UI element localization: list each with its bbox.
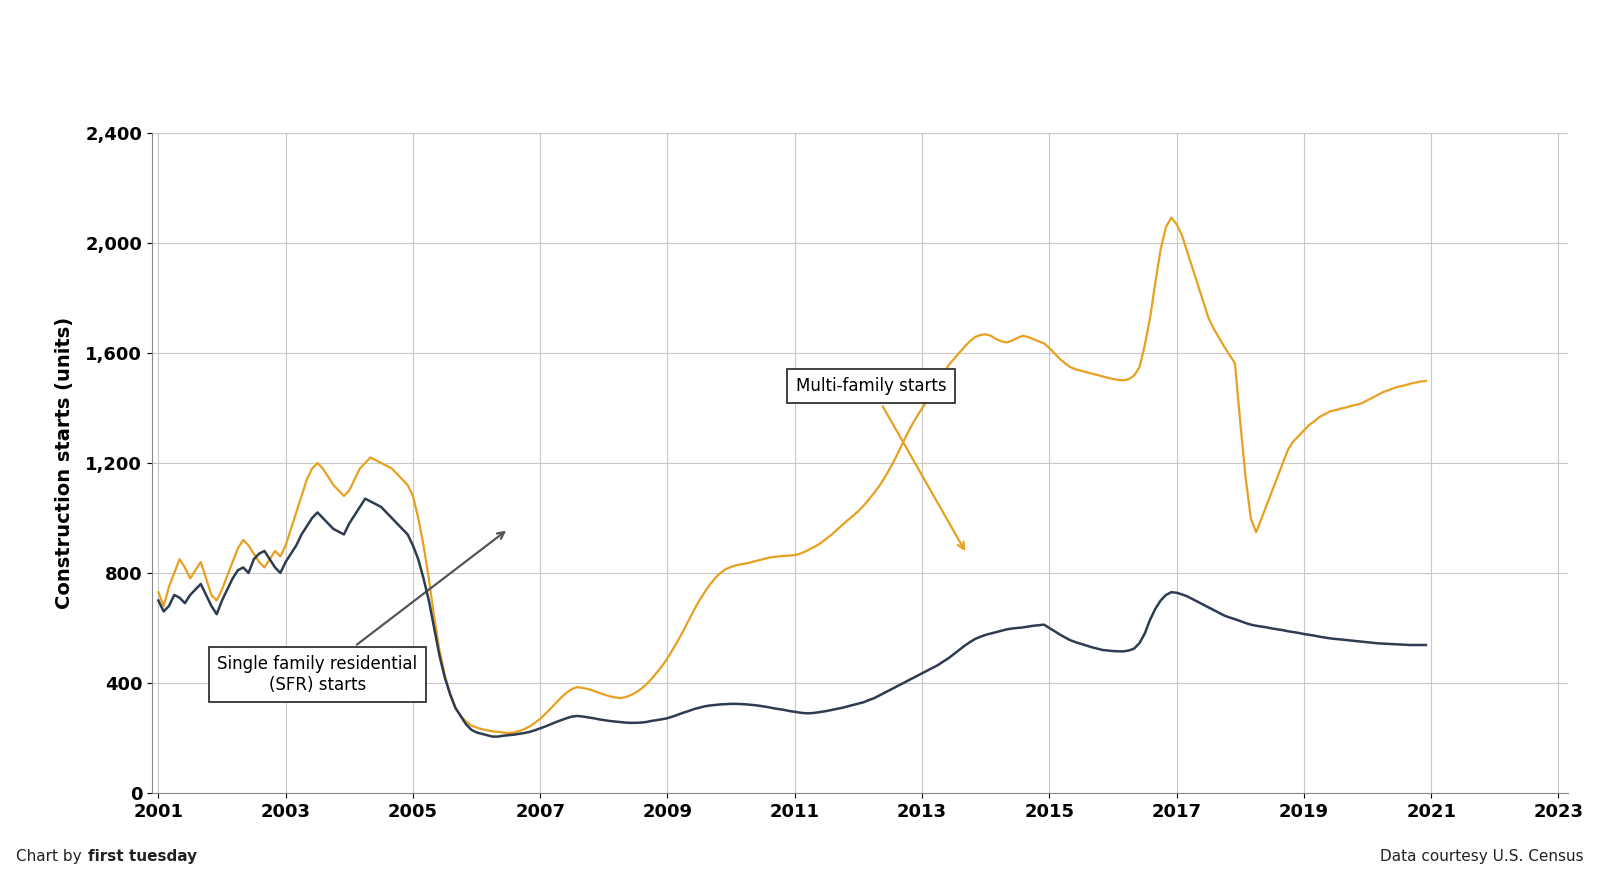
Text: Chart by: Chart by [16,849,86,864]
Text: Multi-family starts: Multi-family starts [795,377,963,549]
Text: Los Angeles County Monthly Construction Starts: Los Angeles County Monthly Construction … [269,27,1331,65]
Text: Single family residential
(SFR) starts: Single family residential (SFR) starts [218,532,504,694]
Text: 6-month moving average: 6-month moving average [667,83,933,104]
Text: first tuesday: first tuesday [88,849,197,864]
Y-axis label: Construction starts (units): Construction starts (units) [56,317,74,609]
Text: Data courtesy U.S. Census: Data courtesy U.S. Census [1381,849,1584,864]
